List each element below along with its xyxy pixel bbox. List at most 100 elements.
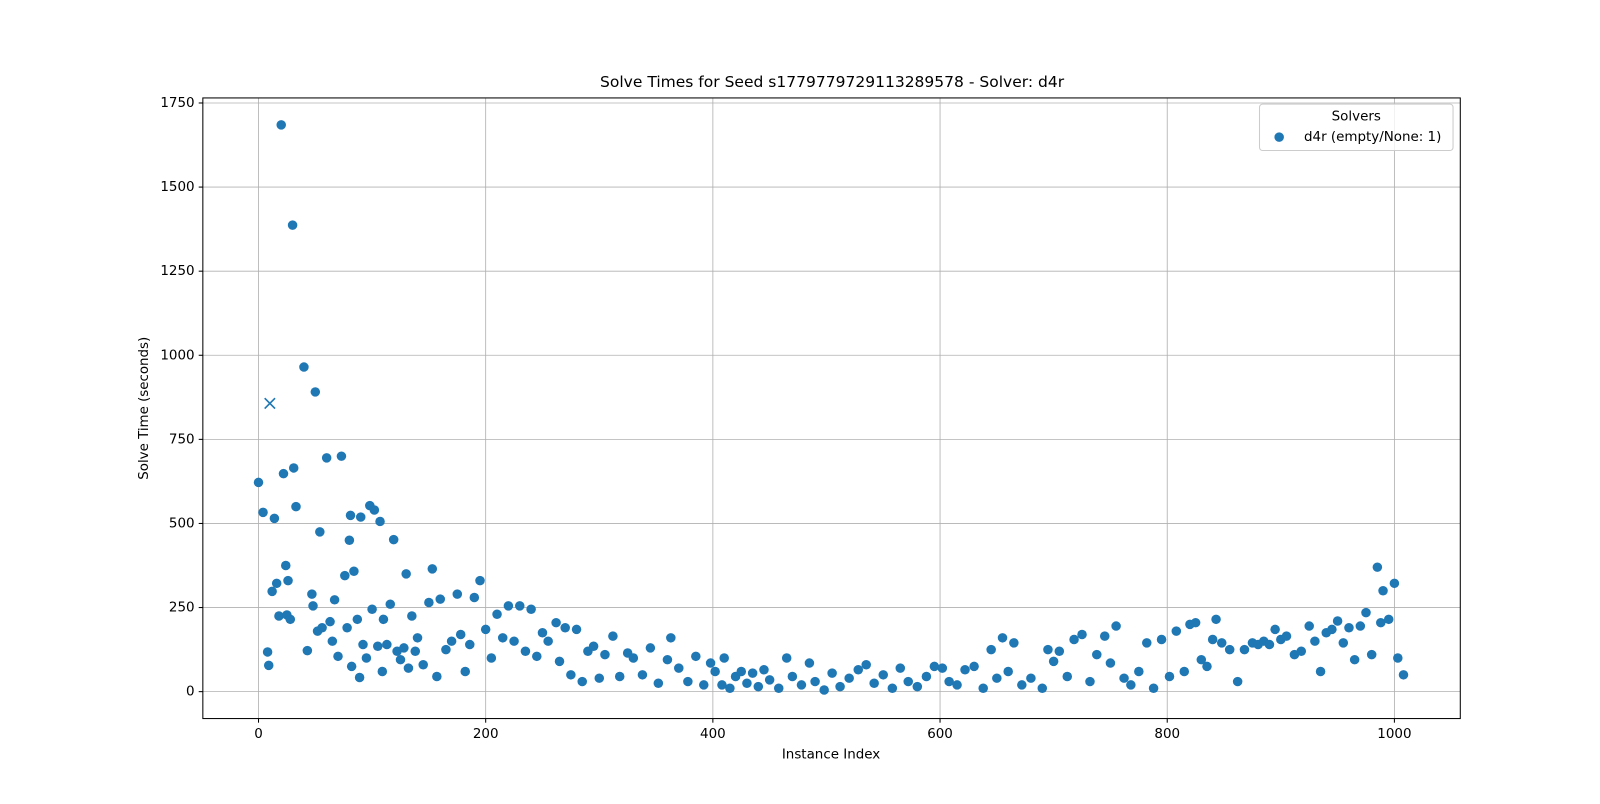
scatter-point [427, 564, 438, 574]
scatter-point [600, 649, 610, 660]
scatter-point [674, 663, 684, 673]
scatter-point [281, 560, 291, 571]
scatter-point [358, 639, 368, 650]
y-tick-label: 1500 [160, 180, 194, 195]
scatter-point [285, 614, 296, 625]
scatter-point [1092, 649, 1102, 660]
scatter-point [853, 665, 864, 675]
scatter-point [258, 507, 268, 518]
scatter-point [1389, 578, 1400, 589]
scatter-point [764, 675, 775, 685]
scatter-point [515, 601, 525, 611]
scatter-point [432, 671, 442, 682]
scatter-point [410, 646, 421, 657]
scatter-point [1207, 634, 1218, 645]
scatter-point [1366, 649, 1377, 660]
scatter-point [1270, 624, 1280, 635]
failed-point [264, 397, 276, 410]
scatter-point [1048, 656, 1059, 667]
scatter-point [717, 680, 727, 690]
scatter-point [986, 644, 996, 655]
scatter-point [543, 636, 553, 646]
scatter-point [937, 663, 948, 673]
scatter-point [1361, 607, 1371, 618]
scatter-point [759, 665, 769, 675]
scatter-point [1349, 654, 1360, 665]
x-tick-label: 600 [927, 727, 953, 742]
scatter-point [747, 668, 758, 678]
scatter-point [1296, 646, 1307, 657]
scatter-point [1232, 676, 1243, 687]
scatter-point [441, 644, 451, 655]
scatter-point [560, 622, 570, 633]
scatter-point [1164, 671, 1175, 682]
scatter-point [705, 658, 716, 668]
scatter-point [382, 639, 392, 650]
legend-marker [1274, 132, 1284, 142]
scatter-point [469, 592, 480, 603]
scatter-point [699, 680, 709, 690]
scatter-point [526, 604, 536, 614]
scatter-point [271, 578, 282, 589]
scatter-point [903, 676, 913, 687]
scatter-point [385, 599, 396, 609]
scatter-point [346, 661, 357, 672]
scatter-point [276, 120, 286, 130]
scatter-point [895, 663, 906, 673]
scatter-point [503, 601, 514, 611]
scatter-point [781, 653, 792, 663]
y-tick-label: 250 [169, 601, 195, 616]
scatter-point [367, 604, 377, 614]
scatter-point [278, 468, 289, 479]
scatter-point [388, 534, 399, 545]
x-tick-label: 1000 [1377, 727, 1411, 742]
scatter-point [1202, 661, 1212, 672]
scatter-point [269, 513, 280, 524]
scatter-point [1142, 638, 1152, 648]
x-tick-label: 800 [1154, 727, 1180, 742]
scatter-point [887, 683, 898, 694]
scatter-point [349, 566, 359, 576]
scatter-point [435, 594, 446, 604]
scatter-point [1054, 646, 1065, 657]
chart-title: Solve Times for Seed s177977972911328957… [600, 73, 1065, 91]
scatter-point [1310, 636, 1320, 646]
scatter-point [614, 671, 625, 682]
scatter-point [399, 643, 409, 653]
scatter-point [773, 683, 784, 694]
scatter-point [753, 681, 764, 692]
scatter-point [666, 633, 676, 643]
scatter-point [1344, 622, 1354, 633]
scatter-point [497, 633, 508, 643]
scatter-point [287, 220, 298, 230]
scatter-point [283, 575, 293, 586]
scatter-point [1190, 617, 1201, 628]
scatter-point [1239, 644, 1250, 655]
scatter-point [486, 653, 497, 663]
scatter-point [804, 658, 815, 668]
scatter-point [509, 636, 519, 646]
scatter-point [691, 651, 701, 662]
scatter-point [336, 451, 347, 461]
scatter-point [1398, 670, 1409, 680]
scatter-point [537, 628, 548, 638]
scatter-point [1383, 614, 1394, 625]
scatter-point [452, 589, 463, 599]
scatter-point [403, 663, 414, 673]
scatter-point [662, 654, 673, 665]
x-axis-label: Instance Index [782, 748, 880, 763]
scatter-point [361, 653, 372, 663]
legend-label: d4r (empty/None: 1) [1304, 130, 1441, 145]
scatter-point [327, 636, 338, 646]
scatter-point [455, 629, 466, 640]
scatter-point [1315, 666, 1326, 677]
scatter-point [407, 611, 417, 621]
scatter-point [291, 501, 301, 512]
scatter-point [345, 510, 356, 521]
scatter-point [520, 646, 531, 657]
scatter-point [952, 680, 962, 690]
scatter-point [274, 611, 284, 621]
scatter-point [354, 672, 365, 683]
scatter-point [395, 654, 406, 665]
